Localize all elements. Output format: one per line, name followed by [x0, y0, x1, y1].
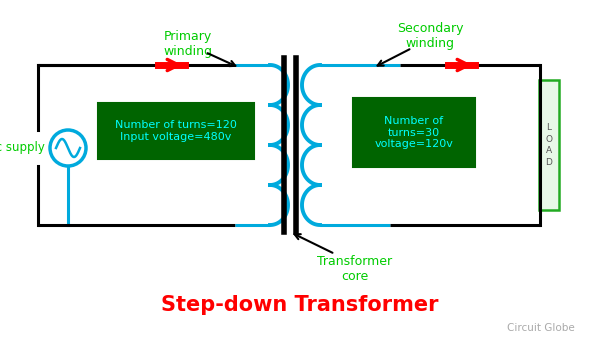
Text: Primary
winding: Primary winding	[163, 30, 212, 58]
Text: Transformer
core: Transformer core	[317, 255, 392, 283]
Text: Secondary
winding: Secondary winding	[397, 22, 463, 50]
Text: Number of
turns=30
voltage=120v: Number of turns=30 voltage=120v	[374, 116, 454, 149]
Text: Ac supply: Ac supply	[0, 142, 45, 155]
Text: L
O
A
D: L O A D	[545, 123, 553, 167]
FancyBboxPatch shape	[98, 103, 254, 159]
FancyBboxPatch shape	[353, 98, 475, 167]
FancyBboxPatch shape	[539, 80, 559, 210]
Text: Circuit Globe: Circuit Globe	[507, 323, 575, 333]
Text: Step-down Transformer: Step-down Transformer	[161, 295, 439, 315]
Text: Number of turns=120
Input voltage=480v: Number of turns=120 Input voltage=480v	[115, 120, 237, 142]
